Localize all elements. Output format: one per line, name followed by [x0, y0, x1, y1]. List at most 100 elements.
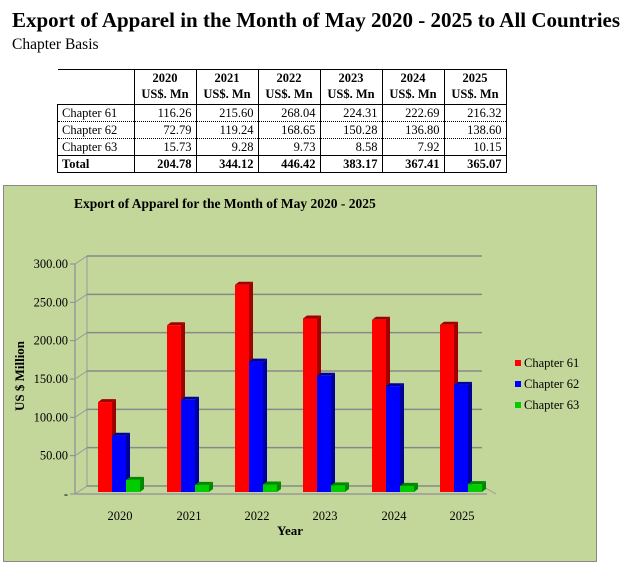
cell-value: 7.92 — [381, 138, 445, 156]
bar-top — [249, 358, 267, 362]
row-label: Chapter 62 — [57, 121, 135, 139]
bar-side — [400, 383, 404, 492]
gridline-depth — [74, 255, 88, 265]
bar-side — [209, 481, 213, 492]
x-tick-label: 2021 — [177, 509, 202, 523]
table-row: Chapter 63 15.73 9.28 9.73 8.58 7.92 10.15 — [57, 138, 507, 156]
unit-header: US$. Mn — [443, 86, 507, 105]
x-tick-label: 2020 — [108, 509, 133, 523]
cell-value: 8.58 — [319, 138, 383, 156]
bar-top — [372, 316, 390, 320]
bar-chapter-62-2022 — [249, 361, 263, 492]
bar-chapter-61-2021 — [167, 325, 181, 492]
legend-label: Chapter 63 — [524, 398, 579, 412]
year-header: 2023 — [319, 69, 383, 86]
page-subtitle: Chapter Basis — [12, 36, 99, 53]
gridline-depth — [74, 370, 88, 380]
table-header-years: 2020 2021 2022 2023 2024 2025 — [57, 69, 507, 86]
bar-top — [440, 321, 458, 325]
bar-side — [468, 381, 472, 492]
bar-side — [195, 396, 199, 492]
bar-chapter-63-2025 — [468, 484, 482, 492]
bar-chapter-62-2021 — [181, 399, 195, 492]
bar-top — [235, 281, 253, 285]
legend-swatch — [515, 381, 521, 387]
unit-header: US$. Mn — [381, 86, 445, 105]
cell-value: 215.60 — [195, 104, 259, 122]
cell-value: 15.73 — [133, 138, 197, 156]
cell-value: 344.12 — [195, 155, 259, 173]
year-header: 2024 — [381, 69, 445, 86]
y-axis-title: US $ Million — [12, 340, 27, 411]
cell-value: 383.17 — [319, 155, 383, 173]
legend-swatch — [515, 360, 521, 366]
cell-value: 168.65 — [257, 121, 321, 139]
cell-value: 150.28 — [319, 121, 383, 139]
table-header-units: US$. Mn US$. Mn US$. Mn US$. Mn US$. Mn … — [57, 86, 507, 105]
bar-side — [263, 358, 267, 492]
cell-value: 222.69 — [381, 104, 445, 122]
y-tick-label: - — [64, 487, 68, 501]
legend-label: Chapter 61 — [524, 356, 579, 370]
cell-value: 224.31 — [319, 104, 383, 122]
bar-chapter-63-2023 — [331, 485, 345, 492]
year-header: 2025 — [443, 69, 507, 86]
cell-value: 10.15 — [443, 138, 507, 156]
year-header: 2022 — [257, 69, 321, 86]
bar-top — [263, 481, 281, 485]
unit-header: US$. Mn — [319, 86, 383, 105]
bar-top — [98, 399, 116, 403]
row-label: Total — [57, 155, 135, 173]
bar-chapter-61-2020 — [98, 402, 112, 492]
cell-value: 9.73 — [257, 138, 321, 156]
bar-top — [331, 482, 349, 486]
bar-top — [317, 372, 335, 376]
bar-chart: Export of Apparel for the Month of May 2… — [12, 196, 579, 538]
gridline-depth — [74, 293, 88, 303]
bar-chapter-61-2024 — [372, 319, 386, 492]
unit-header: US$. Mn — [133, 86, 197, 105]
bar-side — [277, 481, 281, 492]
cell-value: 204.78 — [133, 155, 197, 173]
cell-value: 72.79 — [133, 121, 197, 139]
x-axis-title: Year — [277, 523, 303, 538]
bar-chapter-63-2024 — [400, 485, 414, 492]
legend-label: Chapter 62 — [524, 377, 579, 391]
bar-top — [454, 381, 472, 385]
legend-swatch — [515, 402, 521, 408]
chart-title: Export of Apparel for the Month of May 2… — [74, 196, 376, 211]
bar-side — [345, 482, 349, 492]
bar-chapter-63-2020 — [126, 479, 140, 492]
table-row: Chapter 61 116.26 215.60 268.04 224.31 222.69… — [57, 104, 507, 122]
cell-value: 446.42 — [257, 155, 321, 173]
bar-chapter-62-2024 — [386, 386, 400, 492]
bar-chapter-63-2022 — [263, 484, 277, 492]
year-header: 2020 — [133, 69, 197, 86]
bar-top — [126, 476, 144, 480]
cell-value: 216.32 — [443, 104, 507, 122]
bar-side — [126, 432, 130, 492]
x-tick-label: 2025 — [450, 509, 475, 523]
cell-value: 136.80 — [381, 121, 445, 139]
y-tick-label: 50.00 — [40, 449, 68, 463]
bar-top — [195, 481, 213, 485]
x-tick-label: 2024 — [382, 509, 408, 523]
export-table: 2020 2021 2022 2023 2024 2025 US$. Mn US… — [57, 69, 507, 173]
cell-value: 367.41 — [381, 155, 445, 173]
bar-chapter-62-2025 — [454, 384, 468, 492]
y-tick-label: 300.00 — [34, 257, 68, 271]
bar-top — [112, 432, 130, 436]
bar-chapter-61-2023 — [303, 318, 317, 492]
bar-top — [181, 396, 199, 400]
unit-header: US$. Mn — [257, 86, 321, 105]
cell-value: 365.07 — [443, 155, 507, 173]
gridline-depth — [74, 447, 88, 457]
y-tick-label: 100.00 — [34, 410, 68, 424]
bar-chapter-62-2023 — [317, 375, 331, 492]
cell-value: 138.60 — [443, 121, 507, 139]
bar-side — [414, 482, 418, 492]
row-label: Chapter 61 — [57, 104, 135, 122]
cell-value: 268.04 — [257, 104, 321, 122]
x-tick-label: 2023 — [313, 509, 338, 523]
cell-value: 119.24 — [195, 121, 259, 139]
